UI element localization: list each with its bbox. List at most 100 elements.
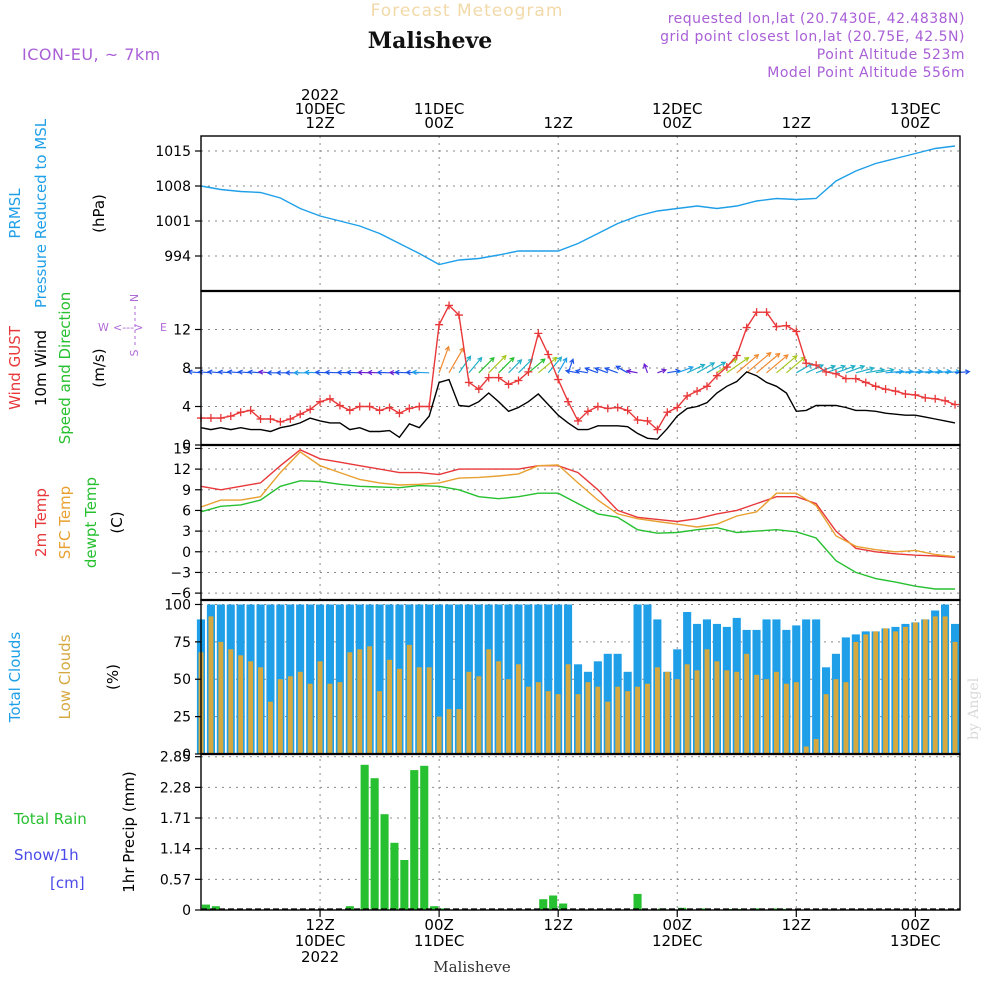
low-cloud-bar <box>426 667 432 754</box>
gust-marker <box>861 378 870 387</box>
wind-arrow <box>643 362 649 374</box>
rain-bar <box>430 906 439 910</box>
wind-arrow <box>411 369 430 376</box>
temp-label-3: (C) <box>108 511 126 533</box>
gust-marker <box>544 350 553 359</box>
gust-marker <box>881 385 890 394</box>
gust-marker <box>454 311 463 320</box>
wind-arrow <box>584 367 599 374</box>
low-cloud-bar <box>843 682 849 754</box>
temp-line-dewpt-temp <box>200 480 955 590</box>
low-cloud-bar <box>486 649 492 754</box>
time-label: 12Z <box>782 114 811 132</box>
low-cloud-bar <box>446 709 452 754</box>
low-cloud-bar <box>952 641 958 754</box>
low-cloud-bar <box>803 746 809 754</box>
precip-ytick-label: 1.71 <box>160 811 191 827</box>
gust-marker <box>703 382 711 391</box>
low-cloud-bar <box>684 664 690 754</box>
compass-e: E <box>160 321 167 334</box>
gust-marker <box>921 393 930 402</box>
wind-arrow <box>835 364 857 374</box>
low-cloud-bar <box>942 616 948 754</box>
gust-marker <box>722 363 731 372</box>
compass-arrow: <---> <box>113 321 143 334</box>
low-cloud-bar <box>922 619 928 754</box>
gust-marker <box>286 415 295 424</box>
wind-arrow <box>498 356 515 374</box>
precip-ytick-label: 0 <box>182 903 191 919</box>
low-cloud-bar <box>555 694 561 754</box>
gust-marker <box>583 407 592 416</box>
panel-frames <box>200 135 961 917</box>
total-cloud-bar <box>802 619 811 754</box>
panel-labels: PRMSL Pressure Reduced to MSL (hPa) Wind GU… <box>6 118 138 892</box>
temp-ytick-label: 15 <box>173 441 191 457</box>
gust-marker <box>762 308 771 317</box>
gust-marker <box>742 323 751 332</box>
gust-marker <box>593 402 602 411</box>
gust-marker <box>732 351 741 360</box>
gust-marker <box>951 400 960 409</box>
time-label: 2022 <box>301 86 339 104</box>
low-cloud-bar <box>823 694 829 754</box>
wind-arrow <box>603 367 618 374</box>
wind-arrow <box>547 356 563 374</box>
precip-ytick-label: 1.14 <box>160 842 191 858</box>
total-cloud-bar <box>445 604 454 754</box>
rain-bar <box>539 899 548 910</box>
total-cloud-bar <box>544 604 553 754</box>
compass-n: N <box>128 294 141 302</box>
model-name: ICON-EU, ~ 7km <box>22 45 161 64</box>
gust-marker <box>633 415 642 424</box>
precip-label-unit: [cm] <box>50 874 85 892</box>
wind-arrow <box>657 368 667 374</box>
time-label: 00Z <box>901 114 930 132</box>
wind-arrow <box>376 369 390 376</box>
gust-marker <box>345 406 354 415</box>
gridpoint-coords: grid point closest lon,lat (20.75E, 42.5… <box>660 29 965 45</box>
temp-panel-frame <box>200 444 961 601</box>
pressure-ytick-label: 994 <box>164 249 191 265</box>
rain-bar <box>211 906 220 910</box>
wind-arrow <box>206 369 221 375</box>
gust-marker <box>484 373 493 382</box>
wind-arrow <box>537 356 558 374</box>
temp-ytick-label: −3 <box>170 565 191 581</box>
low-cloud-bar <box>903 626 908 754</box>
temp-ytick-label: 12 <box>173 462 191 478</box>
total-cloud-bar <box>375 604 384 754</box>
rain-bar <box>752 908 761 910</box>
low-cloud-bar <box>327 683 333 754</box>
wind-arrow <box>885 368 905 375</box>
compass-s: S <box>128 349 141 356</box>
low-cloud-bar <box>377 691 382 754</box>
gust-marker <box>375 406 384 415</box>
rain-bar <box>772 908 781 910</box>
low-cloud-bar <box>337 682 343 754</box>
gust-marker <box>812 361 821 370</box>
rain-bar <box>370 778 379 910</box>
low-cloud-bar <box>655 667 660 754</box>
low-cloud-bar <box>635 686 640 754</box>
low-cloud-bar <box>724 670 730 754</box>
time-label: 12Z <box>543 114 572 132</box>
gust-marker <box>772 322 781 331</box>
rain-bar <box>400 860 409 910</box>
gust-marker <box>911 390 920 399</box>
low-cloud-bar <box>397 668 402 754</box>
rain-bar <box>698 908 707 910</box>
low-cloud-bar <box>893 631 898 754</box>
low-cloud-bar <box>317 661 323 754</box>
wind-ytick-label: 8 <box>182 361 191 377</box>
rain-bar <box>410 770 419 910</box>
gust-marker <box>653 425 662 434</box>
gust-marker <box>663 408 672 417</box>
low-cloud-bar <box>238 655 244 754</box>
low-cloud-bar <box>813 739 819 754</box>
gust-marker <box>385 403 394 412</box>
total-cloud-bar <box>524 604 533 754</box>
gust-marker <box>673 403 682 412</box>
